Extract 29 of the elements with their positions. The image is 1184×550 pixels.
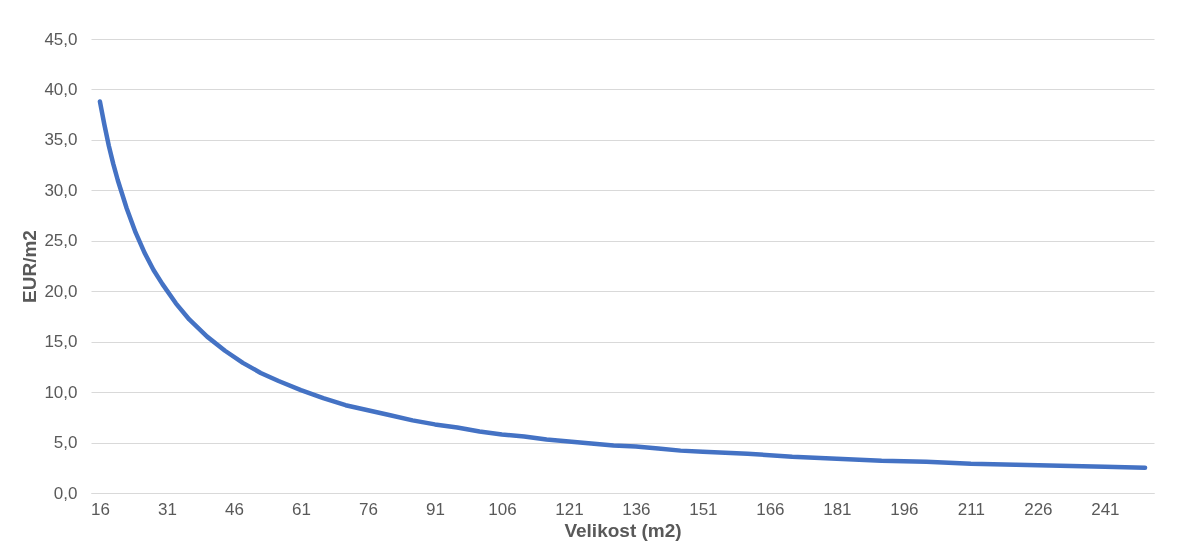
x-axis-title: Velikost (m2)	[564, 519, 682, 541]
y-tick-label: 25,0	[44, 231, 78, 251]
x-tick-label: 106	[488, 499, 517, 519]
y-tick-label: 35,0	[44, 130, 78, 150]
y-tick-label: 10,0	[44, 382, 78, 402]
y-tick-label: 5,0	[53, 433, 78, 453]
line-series	[97, 99, 1148, 471]
y-axis-title: EUR/m2	[19, 230, 41, 303]
x-tick-label: 241	[1091, 499, 1120, 519]
x-tick-label: 196	[890, 499, 919, 519]
y-tick-label: 0,0	[53, 483, 78, 503]
y-tick-label: 20,0	[44, 281, 78, 301]
y-tick-label: 45,0	[44, 29, 78, 49]
x-tick-label: 76	[358, 499, 378, 519]
x-tick-label: 61	[291, 499, 311, 519]
y-tick-label: 15,0	[44, 332, 78, 352]
x-tick-label: 91	[425, 499, 445, 519]
x-tick-label: 211	[957, 499, 985, 519]
x-tick-label: 181	[823, 499, 852, 519]
x-tick-label: 46	[224, 499, 244, 519]
x-tick-label: 136	[622, 499, 651, 519]
x-tick-label: 151	[689, 499, 718, 519]
y-tick-label: 40,0	[44, 79, 78, 99]
x-tick-label: 16	[90, 499, 110, 519]
x-tick-label: 31	[157, 499, 177, 519]
x-tick-label: 166	[756, 499, 785, 519]
y-tick-label: 30,0	[44, 180, 78, 200]
x-tick-label: 121	[555, 499, 584, 519]
x-tick-label: 226	[1024, 499, 1053, 519]
